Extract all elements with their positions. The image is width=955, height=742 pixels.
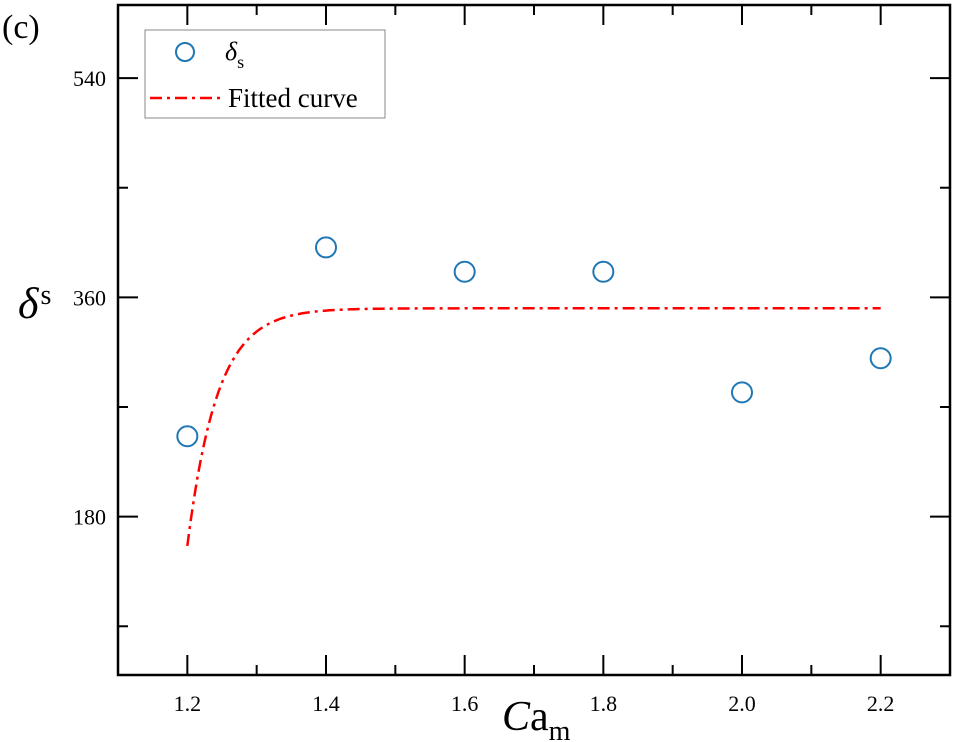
y-tick-label: 360 — [73, 285, 106, 310]
data-point — [315, 236, 337, 259]
x-tick-label: 1.6 — [451, 691, 479, 716]
x-tick-label: 1.4 — [312, 691, 340, 716]
fitted-curve — [186, 307, 881, 547]
data-point — [592, 260, 615, 283]
x-tick-label: 2.2 — [867, 691, 895, 716]
data-point — [731, 381, 753, 404]
y-tick-label: 540 — [73, 66, 106, 91]
data-point — [176, 425, 199, 448]
x-tick-label: 1.2 — [174, 691, 202, 716]
plot-frame — [116, 3, 952, 677]
legend-label-delta: δs — [225, 37, 244, 72]
data-point — [453, 260, 476, 283]
y-tick-label: 180 — [73, 505, 106, 530]
x-axis-label: Cam — [502, 694, 571, 742]
x-tick-label: 2.0 — [728, 691, 756, 716]
legend-label-fit: Fitted curve — [228, 83, 358, 113]
data-point — [869, 347, 892, 370]
panel-label: (c) — [2, 9, 40, 46]
y-axis-label: δs — [18, 279, 51, 328]
legend-circle-marker — [175, 42, 195, 62]
x-tick-label: 1.8 — [590, 691, 618, 716]
legend-box — [144, 29, 386, 119]
legend: δs Fitted curve — [144, 29, 386, 119]
